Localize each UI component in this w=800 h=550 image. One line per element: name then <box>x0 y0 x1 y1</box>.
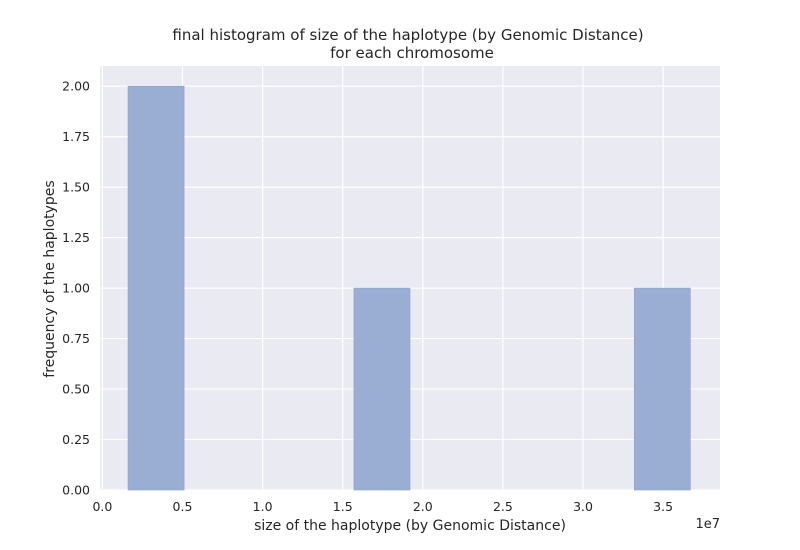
y-axis-label: frequency of the haplotypes <box>42 180 58 377</box>
x-tick-label: 3.0 <box>573 499 593 514</box>
x-tick-label: 3.5 <box>653 499 673 514</box>
x-axis-offset-label: 1e7 <box>695 517 720 532</box>
x-tick-label: 0.5 <box>173 499 193 514</box>
y-tick-label: 1.50 <box>62 180 90 195</box>
y-tick-label: 1.25 <box>62 230 90 245</box>
x-tick-label: 2.0 <box>413 499 433 514</box>
x-tick-label: 0.0 <box>92 499 112 514</box>
y-tick-label: 0.00 <box>62 483 90 498</box>
x-axis-ticks: 0.0 0.5 1.0 1.5 2.0 2.5 3.0 3.5 <box>92 499 673 514</box>
x-tick-label: 1.0 <box>253 499 273 514</box>
x-tick-label: 2.5 <box>493 499 513 514</box>
histogram-bars <box>127 85 691 491</box>
x-axis-label: size of the haplotype (by Genomic Distan… <box>254 518 566 534</box>
chart-title-line-2: for each chromosome <box>330 44 494 62</box>
x-tick-label: 1.5 <box>333 499 353 514</box>
histogram-bar-3 <box>633 287 691 491</box>
y-tick-label: 1.75 <box>62 129 90 144</box>
y-tick-label: 2.00 <box>62 79 90 94</box>
histogram-bar-1 <box>127 85 185 491</box>
y-tick-label: 0.75 <box>62 331 90 346</box>
y-tick-label: 0.50 <box>62 382 90 397</box>
y-tick-label: 1.00 <box>62 281 90 296</box>
histogram-bar-2 <box>353 287 411 491</box>
chart-title-line-1: final histogram of size of the haplotype… <box>172 26 643 44</box>
y-axis-ticks: 0.00 0.25 0.50 0.75 1.00 1.25 1.50 1.75 2.00 <box>62 79 90 498</box>
y-tick-label: 0.25 <box>62 432 90 447</box>
